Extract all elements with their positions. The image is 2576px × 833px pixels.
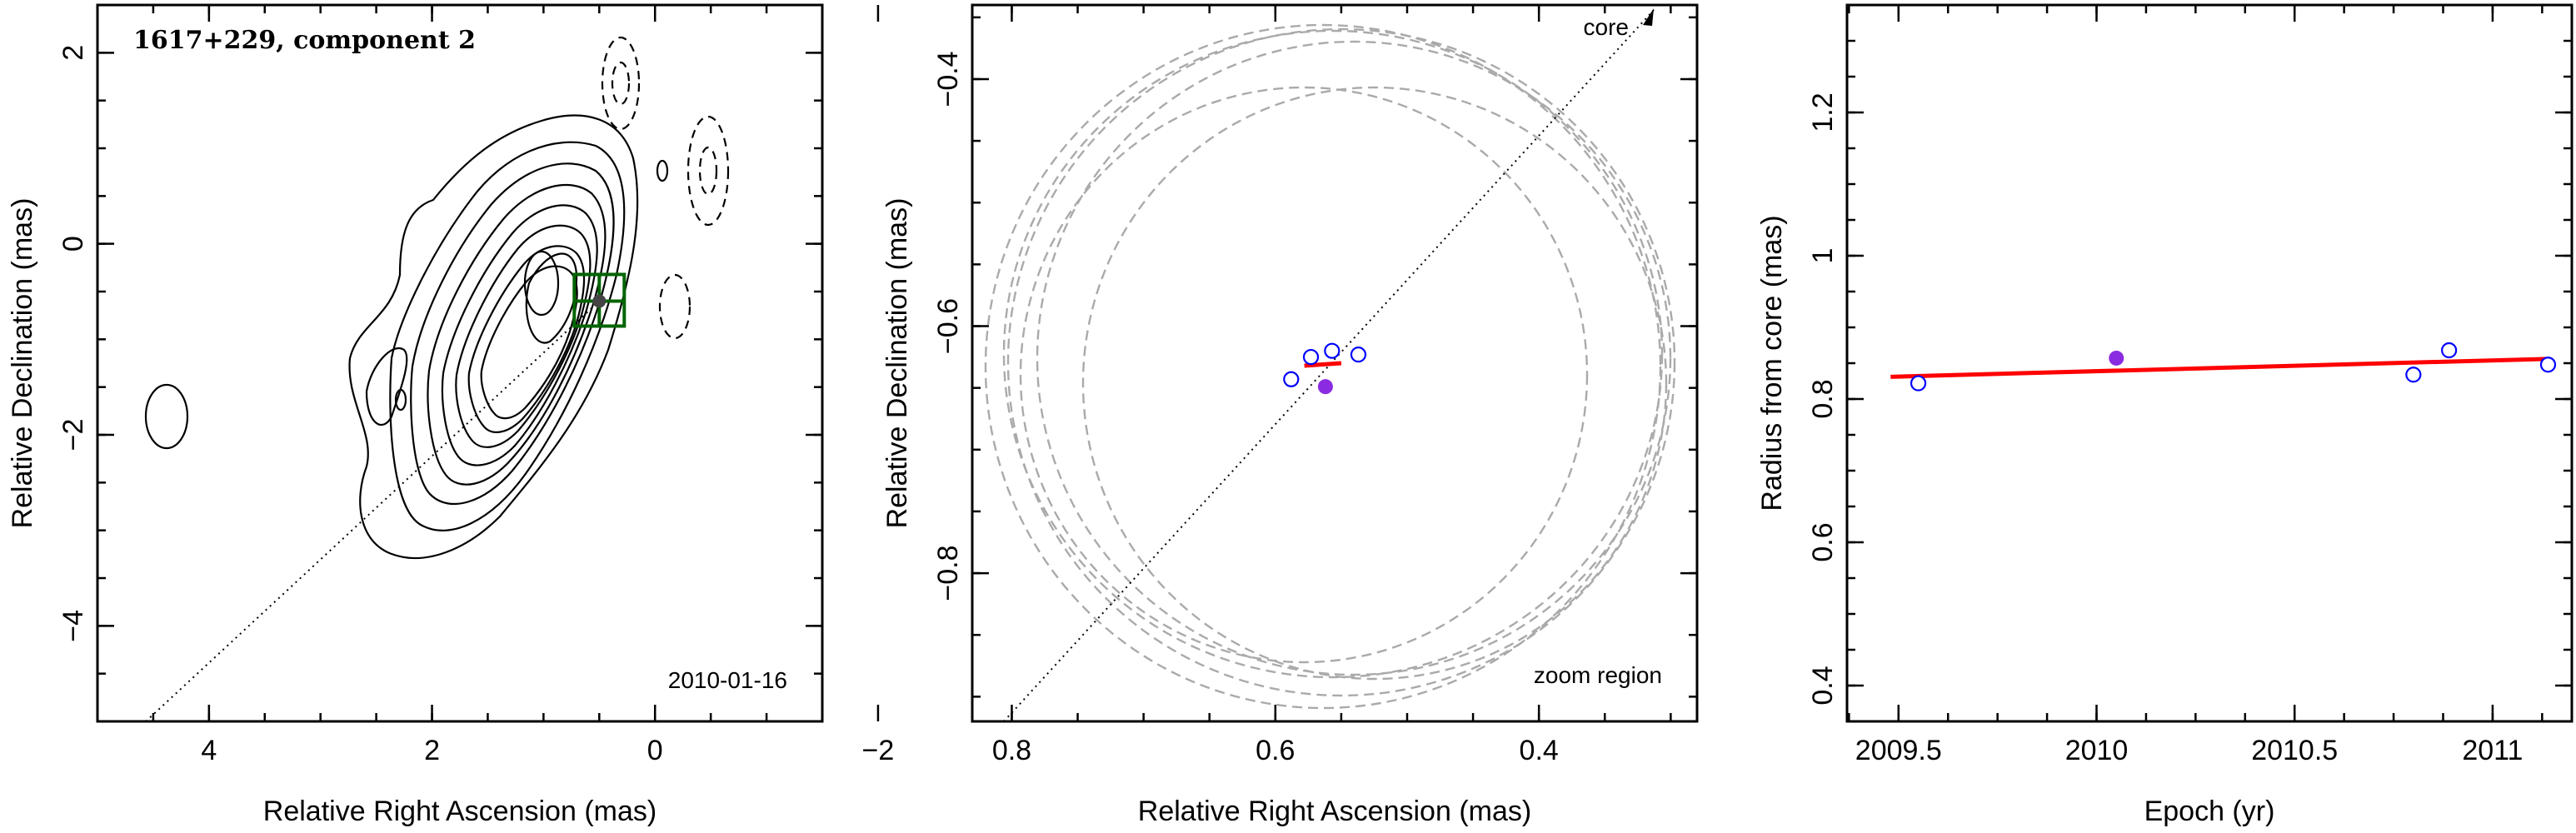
panel-2-frame <box>971 3 1699 723</box>
contour-small-blob <box>394 388 407 412</box>
panel-1-tick-labels: 4 2 0 −2 2 0 −2 −4 <box>57 45 894 766</box>
open-point <box>2441 342 2458 359</box>
open-point <box>1302 348 1320 366</box>
x-tick-label: 0.4 <box>1520 735 1559 766</box>
negative-contour-3 <box>658 273 691 340</box>
fit-segment <box>1304 361 1342 368</box>
panel-contour-map: 4 2 0 −220−2−4 1617+229, co <box>7 3 894 827</box>
y-tick-label: 1 <box>1807 248 1839 264</box>
contour-7 <box>467 245 586 433</box>
contour-peak <box>523 250 560 317</box>
y-tick-label: −0.6 <box>932 298 964 354</box>
x-tick-label: 0.6 <box>1256 735 1295 766</box>
panel-1-title: 1617+229, component 2 <box>133 26 476 55</box>
zoom-region-label: zoom region <box>1534 662 1662 688</box>
jet-direction-line <box>145 300 600 722</box>
panel-1-date: 2010-01-16 <box>668 667 787 693</box>
contour-isolated-blob <box>144 383 189 450</box>
negative-contour-1 <box>601 36 641 131</box>
panel-3-tick-labels: 2009.5 2010 2010.5 2011 0.4 0.6 0.8 1 1.2 <box>1807 92 2523 766</box>
contour-east-lobe <box>365 347 408 426</box>
negative-contour-2 <box>686 115 730 227</box>
panel-2-xlabel: Relative Right Ascension (mas) <box>1138 796 1531 827</box>
panel-3-points <box>1910 342 2557 392</box>
negative-contour-1-inner <box>611 61 631 106</box>
open-point <box>2405 367 2422 383</box>
open-point <box>2539 357 2557 373</box>
open-point <box>1283 371 1300 387</box>
y-tick-label: 1.2 <box>1807 92 1839 132</box>
zoom-circle <box>1081 86 1668 681</box>
y-tick-label: 0.8 <box>1807 379 1839 418</box>
panel-3-xlabel: Epoch (yr) <box>2144 796 2275 827</box>
y-tick-label: 2 <box>57 45 89 61</box>
x-tick-label: 2010 <box>2065 735 2129 766</box>
x-tick-label: 2 <box>424 735 440 766</box>
y-tick-label: 0 <box>57 236 89 252</box>
contour-6 <box>455 224 592 448</box>
panel-3-ylabel: Radius from core (mas) <box>1756 215 1788 511</box>
x-tick-label: 2011 <box>2462 735 2523 766</box>
panel-2-ylabel: Relative Declination (mas) <box>881 198 913 529</box>
negative-contour-2-inner <box>698 146 718 196</box>
panel-1-xlabel: Relative Right Ascension (mas) <box>263 796 656 827</box>
x-tick-label: 2010.5 <box>2251 735 2338 766</box>
panel-1-ylabel: Relative Declination (mas) <box>7 198 38 529</box>
y-tick-label: 0.4 <box>1807 666 1839 705</box>
contour-west-blob <box>656 159 669 182</box>
zoom-circle <box>984 23 1662 710</box>
core-direction-arrowhead <box>1643 8 1654 26</box>
panel-2-points <box>1283 342 1367 395</box>
panel-zoom: 0.8 0.6 0.4 −0.4 −0.6 −0.8 core zoom region R… <box>881 3 1699 827</box>
x-tick-label: −2 <box>862 735 895 766</box>
fit-line <box>1890 357 2549 379</box>
panel-1-ticks <box>96 3 880 723</box>
contour-5 <box>441 204 598 466</box>
panel-2-tick-labels: 0.8 0.6 0.4 −0.4 −0.6 −0.8 <box>932 51 1559 766</box>
zoom-circle <box>1019 86 1589 664</box>
open-point <box>1324 342 1340 359</box>
x-tick-label: 0.8 <box>992 735 1031 766</box>
contour-8 <box>480 265 578 420</box>
zoom-circle <box>1036 40 1672 676</box>
y-tick-label: −0.4 <box>932 51 964 107</box>
x-tick-label: 2009.5 <box>1855 735 1942 766</box>
y-tick-label: −0.8 <box>932 546 964 601</box>
component-point <box>592 294 607 308</box>
zoom-circle <box>1002 29 1664 679</box>
filled-point <box>1317 379 1333 395</box>
zoom-circle <box>1006 27 1676 697</box>
panel-radius-epoch: 2009.5 2010 2010.5 2011 0.4 0.6 0.8 1 1.2 Epoch … <box>1756 3 2574 827</box>
y-tick-label: −2 <box>57 419 89 451</box>
panel-3-ticks <box>1847 5 2572 723</box>
open-point <box>1910 375 1927 392</box>
panel-2-ticks <box>972 5 1697 721</box>
x-tick-label: 4 <box>201 735 217 766</box>
x-tick-label: 0 <box>647 735 663 766</box>
component-marker <box>572 272 627 328</box>
contour-outer <box>348 114 639 560</box>
panel-2-fit-segment <box>1304 361 1342 368</box>
core-label: core <box>1584 14 1629 40</box>
y-tick-label: 0.6 <box>1807 522 1839 561</box>
filled-point <box>2109 350 2124 366</box>
contour-2 <box>389 141 626 531</box>
contour-4 <box>427 183 607 486</box>
zoom-circles <box>984 23 1676 710</box>
contour-map <box>144 36 730 560</box>
panel-3-fit-line <box>1890 357 2549 379</box>
y-tick-label: −4 <box>57 610 89 642</box>
contour-9 <box>525 252 578 344</box>
panel-1-frame <box>96 3 824 723</box>
open-point <box>1350 347 1367 363</box>
